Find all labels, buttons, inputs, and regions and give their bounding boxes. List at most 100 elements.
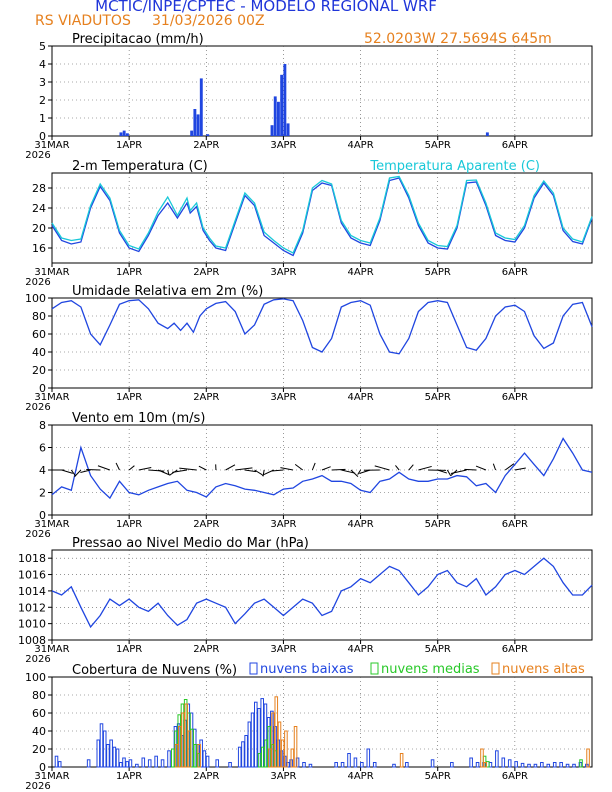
cloud-bar-nuvens-medias	[579, 759, 583, 768]
cloud-bar-nuvens-baixas	[125, 761, 130, 768]
wind-arrow	[167, 469, 170, 475]
cloud-bar-nuvens-baixas	[119, 762, 123, 768]
panel-title: Pressao ao Nivel Medio do Mar (hPa)	[72, 536, 309, 551]
y-tick-label: 1008	[18, 634, 46, 647]
cloud-bar-nuvens-baixas	[392, 763, 396, 768]
figure-title: MCTIC/INPE/CPTEC - MODELO REGIONAL WRF	[95, 0, 437, 15]
cloud-bar-nuvens-baixas	[141, 757, 146, 768]
cloud-bar-nuvens-medias	[261, 746, 265, 768]
cloud-bar-nuvens-baixas	[353, 757, 358, 768]
wind-arrow	[128, 465, 135, 471]
y-tick-label: 60	[32, 707, 46, 720]
x-tick-label: 6APR	[502, 644, 528, 655]
wind-arrow	[464, 468, 477, 471]
cloud-bar-nuvens-baixas	[520, 762, 525, 768]
plot-frame	[51, 549, 593, 641]
precip-bar	[270, 125, 274, 136]
cloud-bar-nuvens-altas	[268, 748, 272, 768]
cloud-bar-nuvens-baixas	[244, 735, 248, 768]
station-name: RS VIADUTOS	[35, 13, 131, 29]
wind-arrow	[321, 466, 331, 471]
cloud-bar-nuvens-baixas	[469, 757, 473, 768]
precip-bar	[277, 101, 280, 136]
cloud-bar-nuvens-altas	[586, 748, 590, 768]
cloud-bar-nuvens-baixas	[160, 759, 165, 768]
wind-arrow	[271, 469, 284, 472]
wind-arrow	[157, 469, 171, 476]
cloud-bar-nuvens-baixas	[565, 763, 570, 768]
y-tick-label: 2	[39, 94, 46, 107]
cloud-bar-nuvens-baixas	[167, 750, 171, 768]
cloud-bar-nuvens-altas	[290, 748, 295, 768]
x-tick-label: 31MAR	[34, 267, 69, 278]
x-tick-label: 2APR	[193, 519, 219, 530]
series-line-Umidade-Relativa	[51, 298, 593, 355]
legend-label: nuvens baixas	[260, 662, 354, 677]
wind-arrow	[437, 469, 448, 474]
cloud-bar-nuvens-baixas	[302, 762, 306, 768]
panel-title: Umidade Relativa em 2m (%)	[72, 284, 263, 299]
cloud-bar-nuvens-baixas	[102, 730, 107, 768]
x-tick-label: 4APR	[347, 392, 373, 403]
wind-arrow	[357, 469, 361, 475]
wind-arrow	[418, 465, 432, 471]
panel-legend-label: Temperatura Aparente (C)	[369, 159, 540, 174]
x-tick-label: 31MAR	[34, 392, 69, 403]
wind-arrow	[395, 465, 400, 471]
panel-title: Precipitacao (mm/h)	[72, 32, 204, 47]
y-tick-label: 1016	[18, 569, 46, 582]
wind-arrow	[374, 465, 390, 471]
cloud-bar-nuvens-baixas	[295, 757, 300, 768]
x-tick-label: 2APR	[193, 644, 219, 655]
y-tick-label: 4	[39, 464, 46, 477]
x-axis-year: 2026	[25, 654, 50, 665]
y-tick-label: 1	[39, 112, 46, 125]
x-tick-label: 2APR	[193, 267, 219, 278]
x-axis-year: 2026	[25, 529, 50, 540]
wind-arrow	[262, 469, 265, 477]
x-tick-label: 31MAR	[34, 519, 69, 530]
x-tick-label: 4APR	[347, 519, 373, 530]
wind-arrow	[172, 469, 188, 473]
cloud-bar-nuvens-baixas	[122, 757, 126, 768]
wind-arrow	[311, 462, 316, 471]
wind-arrow	[225, 464, 236, 471]
cloud-bar-nuvens-medias	[193, 744, 198, 768]
precip-bar	[122, 130, 126, 136]
chart-panel-3: 0 20 40 60 80 100 31MAR 1APR 2APR 3APR 4APR 5APR 6AP…	[25, 284, 593, 413]
x-tick-label: 6APR	[502, 140, 528, 151]
precip-bar	[286, 123, 290, 136]
precip-bar	[283, 64, 287, 136]
y-tick-label: 6	[39, 442, 46, 455]
cloud-bar-nuvens-baixas	[360, 762, 364, 768]
cloud-bar-nuvens-baixas	[57, 761, 62, 768]
cloud-bar-nuvens-baixas	[115, 748, 120, 768]
cloud-bar-nuvens-altas	[280, 739, 285, 768]
cloud-bar-nuvens-baixas	[572, 763, 576, 768]
cloud-bar-nuvens-baixas	[128, 759, 133, 768]
x-tick-label: 5APR	[425, 519, 451, 530]
x-axis-year: 2026	[25, 781, 50, 792]
wind-arrow	[70, 469, 77, 477]
x-axis-year: 2026	[25, 402, 50, 413]
cloud-bar-nuvens-baixas	[202, 750, 207, 768]
y-tick-label: 16	[32, 242, 46, 255]
precip-bar	[196, 114, 200, 136]
x-tick-label: 3APR	[270, 392, 296, 403]
x-tick-label: 5APR	[425, 267, 451, 278]
cloud-bar-nuvens-baixas	[99, 723, 104, 768]
x-tick-label: 31MAR	[34, 140, 69, 151]
y-tick-label: 1018	[18, 552, 46, 565]
y-tick-label: 20	[32, 743, 46, 756]
y-tick-label: 1010	[18, 618, 46, 631]
cloud-bar-nuvens-baixas	[552, 762, 557, 768]
series-line-Temperatura-Aparente	[51, 175, 593, 254]
y-tick-label: 1012	[18, 601, 46, 614]
model-run-time: 31/03/2026 00Z	[152, 13, 265, 29]
legend-label: nuvens altas	[502, 662, 585, 677]
x-tick-label: 4APR	[347, 140, 373, 151]
cloud-bar-nuvens-baixas	[112, 746, 117, 768]
wind-arrow	[450, 469, 467, 474]
x-tick-label: 3APR	[270, 644, 296, 655]
cloud-bar-nuvens-altas	[184, 703, 189, 768]
